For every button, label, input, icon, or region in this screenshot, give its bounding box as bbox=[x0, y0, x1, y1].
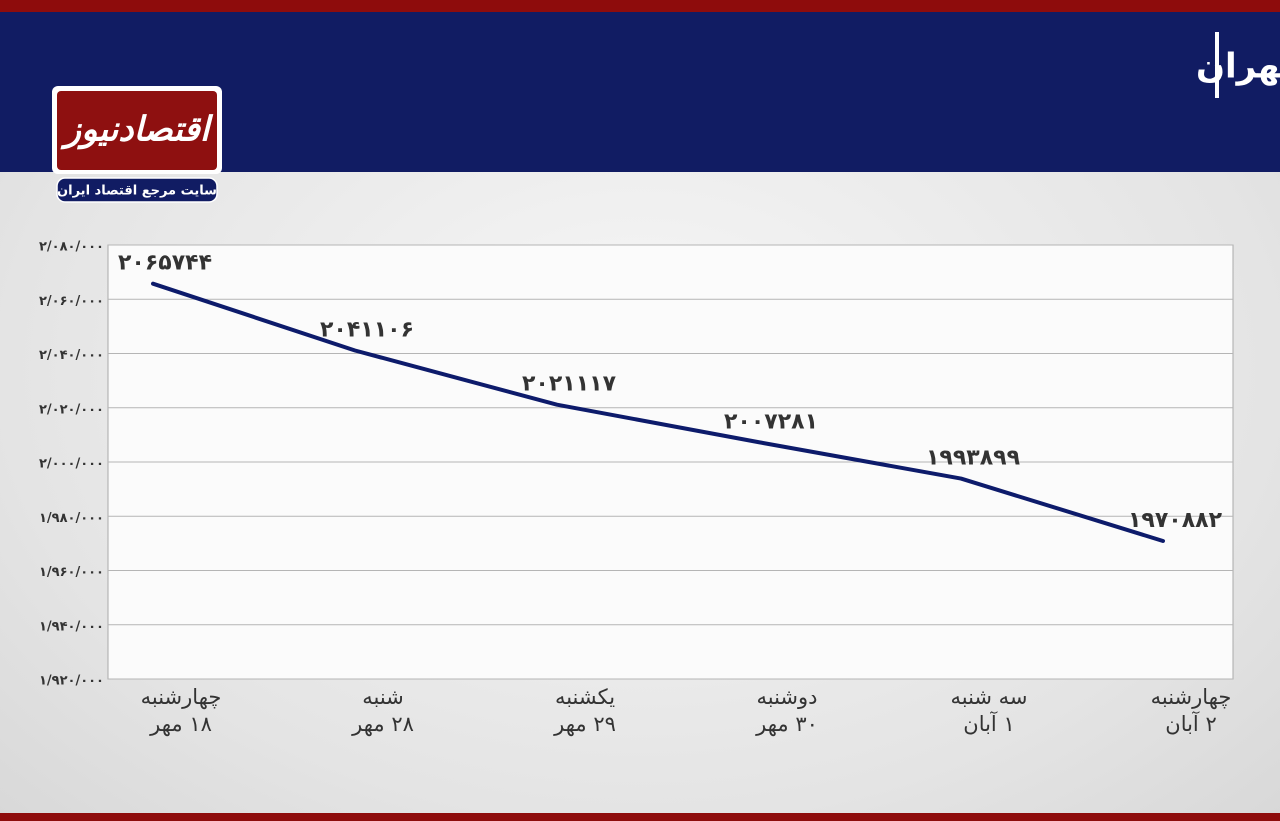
y-tick-label: ۱/۹۶۰/۰۰۰ bbox=[39, 565, 104, 580]
line bbox=[151, 281, 1165, 543]
x-tick-label: چهارشنبه ۲ آبان bbox=[1150, 685, 1232, 736]
data-label: ۲۰۴۱۱۰۶ bbox=[320, 317, 414, 342]
data-label: ۲۰۲۱۱۱۷ bbox=[522, 372, 617, 397]
x-tick-label: یکشنبه ۲۹ مهر bbox=[554, 685, 616, 736]
y-tick-label: ۱/۹۴۰/۰۰۰ bbox=[39, 619, 104, 634]
x-tick-label: چهارشنبه ۱۸ مهر bbox=[140, 685, 222, 736]
logo-name: اقتصادنیوز bbox=[60, 110, 214, 150]
logo-tagline: سایت مرجع اقتصاد ایران bbox=[57, 184, 217, 199]
y-tick-label: ۲/۰۰۰/۰۰۰ bbox=[39, 457, 104, 472]
x-tick-label: دوشنبه ۳۰ مهر bbox=[756, 685, 818, 736]
y-tick-label: ۱/۹۸۰/۰۰۰ bbox=[39, 511, 104, 526]
x-tick-label: سه شنبه ۱ آبان bbox=[950, 685, 1028, 736]
top-stripe bbox=[0, 0, 1280, 12]
y-tick-label: ۲/۰۸۰/۰۰۰ bbox=[39, 240, 104, 255]
logo-tagline-pill bbox=[56, 177, 218, 203]
data-label: ۲۰۶۵۷۴۴ bbox=[118, 251, 212, 276]
bottom-stripe bbox=[0, 813, 1280, 821]
logo-box bbox=[57, 91, 217, 170]
data-label: ۲۰۰۷۲۸۱ bbox=[724, 409, 818, 434]
y-tick-label: ۲/۰۶۰/۰۰۰ bbox=[39, 294, 104, 309]
data-label: ۱۹۷۰۸۸۲ bbox=[1128, 508, 1223, 533]
y-tick-label: ۲/۰۴۰/۰۰۰ bbox=[39, 348, 104, 363]
y-tick-label: ۲/۰۲۰/۰۰۰ bbox=[39, 402, 104, 417]
title-bar bbox=[1215, 32, 1219, 98]
y-tick-label: ۱/۹۲۰/۰۰۰ bbox=[39, 674, 104, 689]
x-tick-label: شنبه ۲۸ مهر bbox=[352, 685, 414, 736]
data-label: ۱۹۹۳۸۹۹ bbox=[926, 446, 1020, 471]
chart-title: روند تغییرات شاخص کل بورس تهران bbox=[1196, 47, 1280, 87]
